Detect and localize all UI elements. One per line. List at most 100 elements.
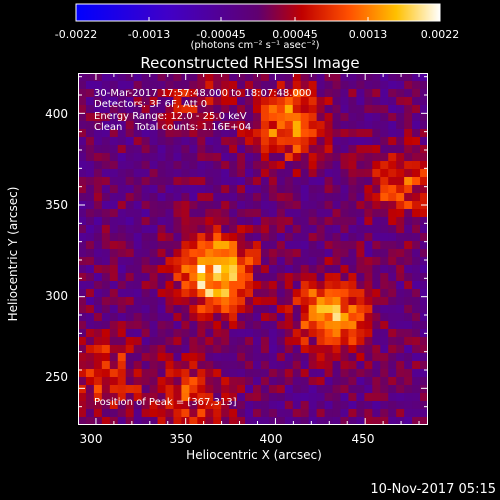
heatmap-cell — [253, 265, 262, 274]
heatmap-cell — [125, 257, 135, 266]
heatmap-cell — [324, 377, 333, 386]
heatmap-cell — [332, 329, 341, 338]
heatmap-cell — [85, 273, 95, 282]
heatmap-cell — [364, 81, 373, 90]
heatmap-cell — [85, 113, 95, 122]
heatmap-cell — [253, 201, 262, 210]
heatmap-cell — [213, 209, 222, 218]
heatmap-cell — [189, 249, 198, 258]
heatmap-cell — [388, 345, 397, 354]
heatmap-cell — [276, 289, 286, 298]
heatmap-cell — [284, 241, 294, 250]
heatmap-cell — [253, 217, 262, 226]
heatmap-cell — [308, 273, 318, 282]
heatmap-cell — [396, 361, 405, 370]
heatmap-cell — [189, 289, 198, 298]
heatmap-cell — [213, 161, 222, 170]
heatmap-cell — [205, 233, 214, 242]
heatmap-cell — [316, 385, 325, 394]
heatmap-cell — [340, 209, 349, 218]
heatmap-cell — [356, 353, 365, 362]
heatmap-cell — [364, 393, 373, 402]
heatmap-cell — [372, 193, 381, 202]
heatmap-cell — [133, 249, 143, 258]
heatmap-cell — [268, 409, 278, 418]
heatmap-cell — [141, 217, 150, 226]
heatmap-cell — [149, 177, 158, 186]
heatmap-cell — [348, 297, 357, 306]
heatmap-cell — [388, 417, 397, 425]
heatmap-cell — [149, 265, 158, 274]
heatmap-cell — [197, 233, 206, 242]
heatmap-cell — [276, 225, 286, 234]
heatmap-cell — [78, 137, 87, 146]
heatmap-cell — [221, 393, 230, 402]
heatmap-cell — [101, 145, 111, 154]
heatmap-cell — [308, 177, 318, 186]
heatmap-cell — [157, 105, 166, 114]
heatmap-cell — [173, 377, 182, 386]
heatmap-cell — [229, 313, 238, 322]
heatmap-cell — [141, 313, 150, 322]
heatmap-cell — [284, 401, 294, 410]
heatmap-cell — [276, 281, 286, 290]
heatmap-cell — [324, 185, 333, 194]
heatmap-cell — [292, 185, 302, 194]
heatmap-cell — [221, 409, 230, 418]
heatmap-cell — [332, 185, 341, 194]
heatmap-cell — [229, 297, 238, 306]
heatmap-cell — [260, 353, 270, 362]
heatmap-cell — [157, 409, 166, 418]
heatmap-cell — [396, 73, 405, 82]
heatmap-cell — [229, 361, 238, 370]
heatmap-cell — [173, 409, 182, 418]
heatmap-cell — [340, 161, 349, 170]
heatmap-cell — [237, 361, 246, 370]
heatmap-cell — [85, 281, 95, 290]
heatmap-cell — [268, 361, 278, 370]
heatmap-cell — [348, 385, 357, 394]
heatmap-cell — [117, 113, 127, 122]
heatmap-cell — [308, 353, 318, 362]
heatmap-cell — [237, 385, 246, 394]
heatmap-cell — [268, 81, 278, 90]
heatmap-cell — [420, 105, 428, 114]
heatmap-cell — [332, 297, 341, 306]
heatmap-cell — [356, 273, 365, 282]
heatmap-cell — [109, 89, 119, 98]
heatmap-cell — [356, 377, 365, 386]
heatmap-cell — [85, 73, 95, 82]
heatmap-cell — [237, 169, 246, 178]
heatmap-cell — [141, 113, 150, 122]
heatmap-cell — [396, 281, 405, 290]
heatmap-cell — [117, 353, 127, 362]
heatmap-cell — [332, 369, 341, 378]
heatmap-cell — [245, 313, 254, 322]
heatmap-cell — [109, 297, 119, 306]
heatmap-cell — [332, 81, 341, 90]
heatmap-cell — [157, 193, 166, 202]
heatmap-cell — [292, 321, 302, 330]
heatmap-cell — [213, 113, 222, 122]
heatmap-cell — [253, 401, 262, 410]
heatmap-cell — [316, 201, 325, 210]
heatmap-cell — [197, 225, 206, 234]
heatmap-cell — [348, 361, 357, 370]
heatmap-cell — [380, 201, 389, 210]
heatmap-cell — [125, 377, 135, 386]
heatmap-cell — [380, 105, 389, 114]
heatmap-cell — [101, 113, 111, 122]
heatmap-cell — [332, 353, 341, 362]
heatmap-cell — [189, 369, 198, 378]
heatmap-cell — [78, 193, 87, 202]
heatmap-cell — [149, 313, 158, 322]
heatmap-cell — [300, 305, 310, 314]
heatmap-cell — [348, 169, 357, 178]
heatmap-cell — [117, 313, 127, 322]
heatmap-cell — [197, 185, 206, 194]
heatmap-cell — [101, 185, 111, 194]
heatmap-cell — [412, 81, 421, 90]
heatmap-cell — [348, 201, 357, 210]
heatmap-cell — [300, 161, 310, 170]
heatmap-cell — [205, 177, 214, 186]
